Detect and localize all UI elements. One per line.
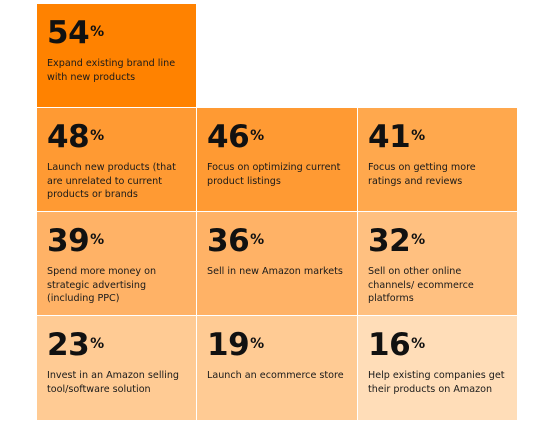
stat-label: Launch an ecommerce store [207,370,344,381]
stat-tile: 36% Sell in new Amazon markets [197,212,357,315]
stat-tile: 39% Spend more money on strategic adverti… [37,212,196,315]
stat-number: 46 [207,119,250,155]
stat-unit: % [250,336,264,352]
stat-unit: % [411,232,425,248]
stat-number: 39 [47,223,90,259]
stat-label: Invest in an Amazon selling tool/softwar… [47,370,179,395]
stat-value: 48% [47,122,188,155]
stat-tile: 32% Sell on other online channels/ ecomme… [358,212,517,315]
stat-number: 19 [207,327,250,363]
stat-label: Sell in new Amazon markets [207,266,343,277]
stat-tile: 16% Help existing companies get their pro… [358,316,517,420]
stat-value: 16% [368,330,509,363]
stat-unit: % [90,232,104,248]
stat-unit: % [250,232,264,248]
stat-label: Spend more money on strategic advertisin… [47,266,157,304]
stat-tile: 46% Focus on optimizing current product l… [197,108,357,211]
stat-label: Focus on getting more ratings and review… [368,162,476,187]
stat-number: 48 [47,119,90,155]
stat-value: 36% [207,226,349,259]
stat-unit: % [90,24,104,40]
stat-label: Sell on other online channels/ ecommerce… [368,266,474,304]
stat-unit: % [90,336,104,352]
stat-number: 16 [368,327,411,363]
stat-label: Help existing companies get their produc… [368,370,505,395]
stat-value: 41% [368,122,509,155]
stat-label: Focus on optimizing current product list… [207,162,341,187]
stat-tile: 54% Expand existing brand line with new p… [37,4,196,107]
stat-number: 54 [47,15,90,51]
stat-number: 32 [368,223,411,259]
stat-value: 23% [47,330,188,363]
stat-number: 41 [368,119,411,155]
stat-value: 39% [47,226,188,259]
stat-tile: 23% Invest in an Amazon selling tool/soft… [37,316,196,420]
stat-tile: 48% Launch new products (that are unrelat… [37,108,196,211]
stat-tile: 41% Focus on getting more ratings and rev… [358,108,517,211]
stat-number: 36 [207,223,250,259]
stat-tile: 19% Launch an ecommerce store [197,316,357,420]
stat-value: 32% [368,226,509,259]
stat-label: Expand existing brand line with new prod… [47,58,176,83]
stat-unit: % [411,128,425,144]
stat-number: 23 [47,327,90,363]
stat-value: 54% [47,18,188,51]
stat-value: 46% [207,122,349,155]
stat-unit: % [411,336,425,352]
stat-unit: % [250,128,264,144]
stat-value: 19% [207,330,349,363]
stat-unit: % [90,128,104,144]
stat-label: Launch new products (that are unrelated … [47,162,176,200]
